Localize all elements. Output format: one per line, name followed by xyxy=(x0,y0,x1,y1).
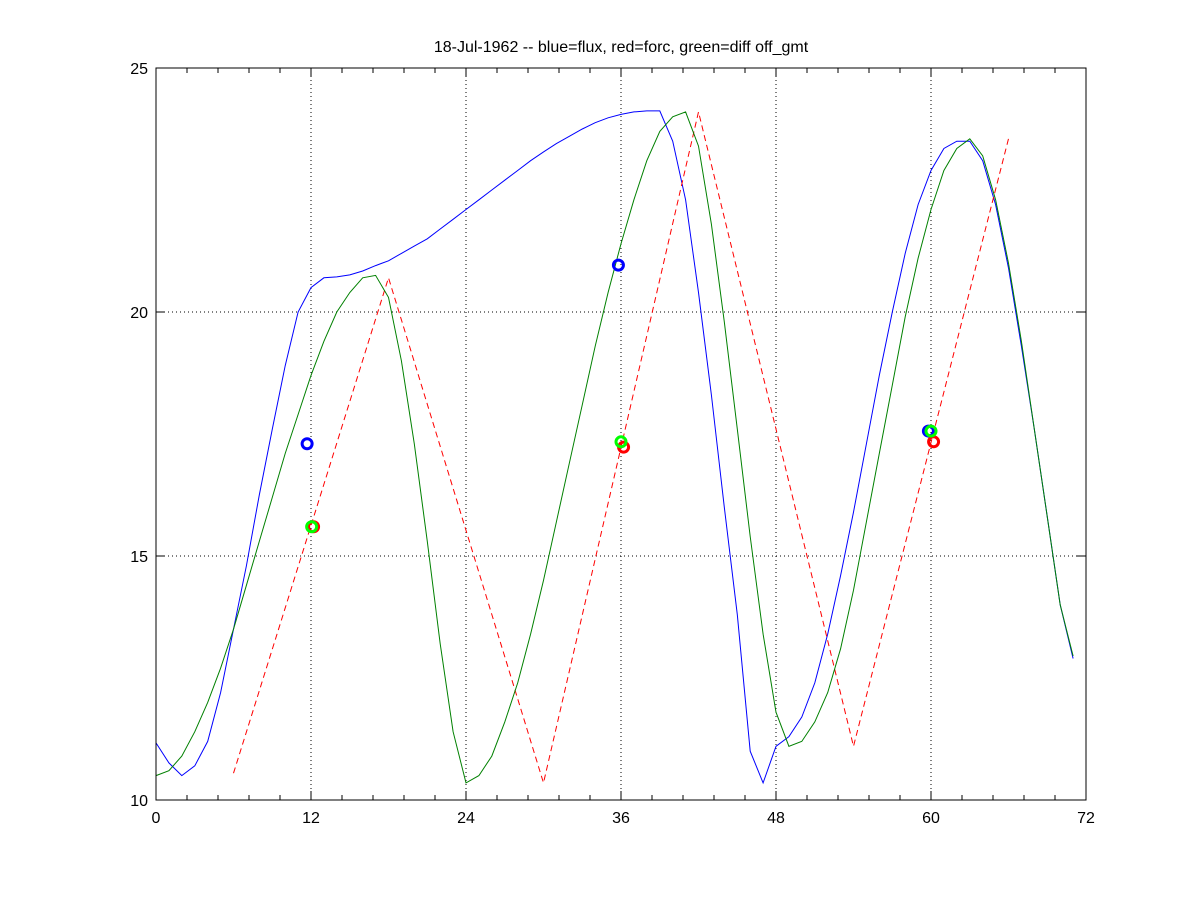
marker-diff xyxy=(924,424,938,438)
x-tick-label: 72 xyxy=(1077,810,1095,827)
plot-area xyxy=(155,110,1074,785)
grid xyxy=(156,68,1086,800)
marker-diff xyxy=(614,435,628,449)
marker-flux xyxy=(611,258,625,272)
y-tick-label: 15 xyxy=(130,549,148,566)
x-tick-label: 0 xyxy=(152,810,161,827)
x-tick-label: 60 xyxy=(922,810,940,827)
series-line-flux xyxy=(155,110,1074,785)
y-tick-label: 20 xyxy=(130,305,148,322)
x-tick-label: 12 xyxy=(302,810,320,827)
y-tick-label: 25 xyxy=(130,61,148,78)
x-tick-label: 36 xyxy=(612,810,630,827)
marker-flux xyxy=(300,437,314,451)
x-tick-label: 48 xyxy=(767,810,785,827)
marker-diff xyxy=(305,520,319,534)
axes: 0 12 24 36 48 60 72 10 15 20 25 xyxy=(130,61,1095,827)
x-tick-label: 24 xyxy=(457,810,475,827)
y-tick-label: 10 xyxy=(130,793,148,810)
chart-title: 18-Jul-1962 -- blue=flux, red=forc, gree… xyxy=(434,39,809,56)
